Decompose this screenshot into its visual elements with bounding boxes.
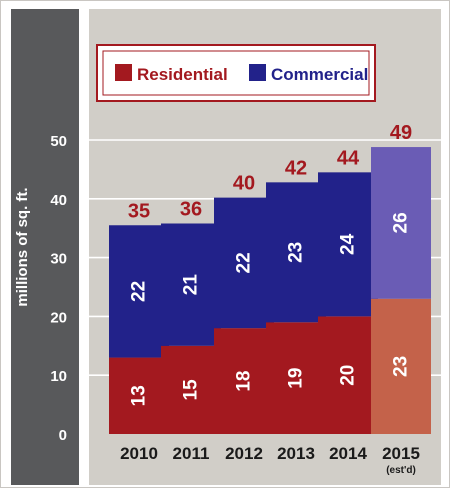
y-tick-label-50: 50 — [50, 133, 67, 150]
legend-swatch-commercial — [249, 64, 266, 81]
y-tick-label-20: 20 — [50, 309, 67, 326]
total-label-2015: 49 — [390, 122, 412, 144]
bar-residential-2010 — [109, 357, 169, 434]
value-label-residential-2010: 13 — [129, 385, 150, 406]
bar-commercial-2010 — [109, 225, 169, 358]
x-tick-label-2011: 2011 — [173, 444, 210, 463]
bar-residential-2014 — [318, 316, 378, 434]
x-tick-label-2013: 2013 — [277, 444, 315, 463]
legend-inner-frame — [102, 50, 370, 96]
legend-label-residential: Residential — [137, 65, 228, 84]
value-label-residential-2011: 15 — [181, 379, 202, 401]
bar-commercial-2011 — [161, 223, 221, 346]
x-tick-label-2010: 2010 — [120, 444, 158, 463]
value-label-residential-2012: 18 — [234, 371, 255, 392]
total-label-2014: 44 — [337, 147, 360, 169]
value-label-commercial-2012: 22 — [234, 252, 255, 273]
value-label-commercial-2015: 26 — [391, 212, 412, 233]
legend-frame — [96, 44, 376, 102]
bar-commercial-2015 — [371, 147, 431, 299]
legend-label-commercial: Commercial — [271, 65, 368, 84]
x-tick-note-2015: (est'd) — [386, 465, 416, 476]
value-label-residential-2014: 20 — [338, 365, 359, 386]
y-axis-sidebar — [11, 9, 79, 485]
total-label-2011: 36 — [180, 198, 202, 220]
value-label-residential-2013: 19 — [286, 368, 307, 389]
bar-commercial-2012 — [214, 197, 274, 329]
y-axis-label: millions of sq. ft. — [14, 187, 31, 306]
bar-residential-2015 — [371, 298, 431, 434]
y-tick-label-0: 0 — [59, 427, 67, 444]
value-label-commercial-2010: 22 — [129, 281, 150, 302]
bar-residential-2012 — [214, 328, 274, 434]
value-label-commercial-2011: 21 — [181, 274, 202, 296]
total-label-2010: 35 — [128, 200, 150, 222]
bar-residential-2011 — [161, 345, 221, 434]
y-tick-label-10: 10 — [50, 368, 67, 385]
y-tick-label-40: 40 — [50, 192, 67, 209]
bar-commercial-2013 — [266, 182, 326, 323]
value-label-residential-2015: 23 — [391, 356, 412, 377]
legend-swatch-residential — [115, 64, 132, 81]
bar-residential-2013 — [266, 322, 326, 434]
y-tick-label-30: 30 — [50, 251, 67, 268]
value-label-commercial-2014: 24 — [338, 233, 359, 255]
value-label-commercial-2013: 23 — [286, 242, 307, 263]
x-tick-label-2012: 2012 — [225, 444, 263, 463]
x-tick-label-2015: 2015 — [382, 444, 420, 463]
bar-commercial-2014 — [318, 172, 378, 317]
total-label-2012: 40 — [233, 173, 255, 195]
x-tick-label-2014: 2014 — [329, 444, 367, 463]
total-label-2013: 42 — [285, 157, 307, 179]
